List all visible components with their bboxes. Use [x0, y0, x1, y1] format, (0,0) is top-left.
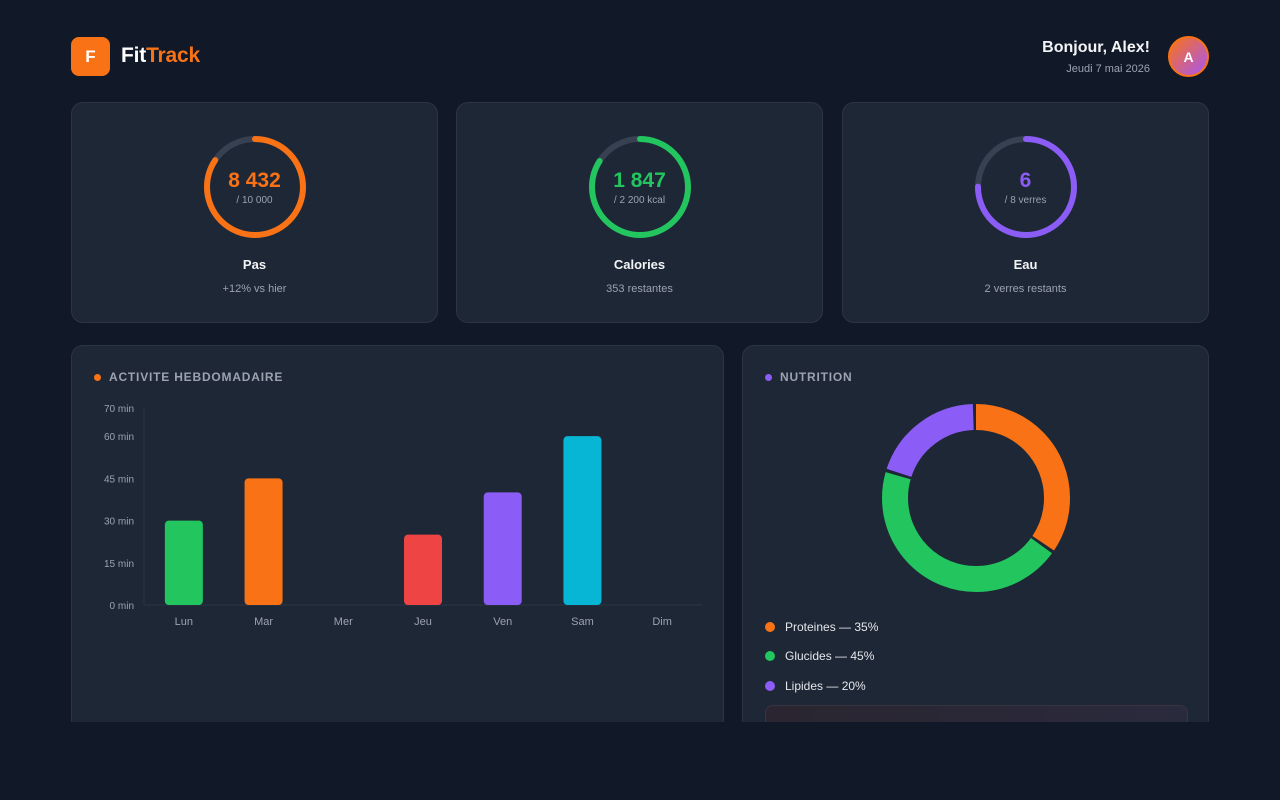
x-tick-label: Mer	[334, 616, 353, 628]
activity-title-dot	[94, 373, 101, 381]
legend-label-glucides: Glucides — 45%	[785, 649, 875, 664]
activity-section-title: ACTIVITE HEBDOMADAIRE	[94, 370, 283, 384]
steps-ring-svg	[203, 136, 306, 238]
greeting: Bonjour, Alex!	[1042, 39, 1150, 56]
x-tick-label: Ven	[493, 616, 512, 628]
calories-value: 1 847	[613, 168, 666, 192]
calories-ring-svg	[588, 136, 691, 238]
y-tick-label: 0 min	[110, 601, 134, 612]
logo-text-fit: Fit	[121, 44, 147, 67]
calories-progress-ring: 1 847 / 2 200 kcal	[587, 134, 693, 240]
legend-label-proteines: Proteines — 35%	[785, 619, 879, 634]
calories-label: Calories	[613, 257, 666, 272]
x-tick-label: Dim	[652, 616, 672, 628]
legend-item-glucides[interactable]: Glucides — 45%	[765, 642, 878, 672]
bar-jeu[interactable]	[404, 534, 442, 605]
nutrition-legend: Proteines — 35% Glucides — 45% Lipides —…	[765, 612, 878, 701]
water-card[interactable]: 6 / 8 verres Eau 2 verres restants	[842, 102, 1209, 323]
water-progress-ring: 6 / 8 verres	[973, 134, 1079, 240]
legend-label-lipides: Lipides — 20%	[785, 678, 866, 693]
nutrition-card: NUTRITION Proteines — 35% Glucides — 45%…	[742, 345, 1209, 765]
donut-slice-proteines[interactable]	[882, 404, 1070, 592]
nutrition-title-text: NUTRITION	[780, 370, 853, 384]
donut-slice-glucides[interactable]	[882, 404, 1070, 592]
y-tick-label: 60 min	[104, 432, 134, 443]
y-tick-label: 15 min	[104, 559, 134, 570]
water-ring-svg	[974, 136, 1077, 238]
water-value: 6	[1019, 168, 1032, 192]
ring-progress	[588, 136, 691, 238]
legend-item-lipides[interactable]: Lipides — 20%	[765, 671, 878, 701]
y-tick-label: 30 min	[104, 517, 134, 528]
header: F FitTrack Bonjour, Alex! Jeudi 7 mai 20…	[71, 36, 1209, 77]
weekly-activity-card: ACTIVITE HEBDOMADAIRE 0 min 15 min 30 min 4…	[71, 345, 724, 745]
water-target: / 8 verres	[1004, 194, 1047, 206]
bar-lun[interactable]	[164, 520, 203, 605]
y-tick-label: 45 min	[104, 474, 134, 485]
steps-target: / 10 000	[236, 194, 273, 206]
x-tick-label: Jeu	[414, 616, 432, 628]
bar-mar[interactable]	[244, 478, 283, 605]
nutrition-title-dot	[765, 373, 772, 381]
legend-item-proteines[interactable]: Proteines — 35%	[765, 612, 878, 642]
app-logo-text[interactable]: FitTrack	[121, 44, 200, 68]
steps-label: Pas	[242, 257, 267, 272]
avatar[interactable]: A	[1168, 36, 1209, 77]
steps-value: 8 432	[228, 168, 281, 192]
steps-sub: +12% vs hier	[222, 283, 287, 295]
viewport-bottom	[0, 722, 1280, 800]
logo-badge[interactable]: F	[71, 37, 110, 76]
water-label: Eau	[1013, 257, 1038, 272]
activity-title-text: ACTIVITE HEBDOMADAIRE	[109, 370, 284, 384]
nutrition-section-title: NUTRITION	[765, 370, 853, 384]
calories-target: / 2 200 kcal	[613, 194, 666, 206]
x-tick-label: Lun	[175, 616, 193, 628]
x-tick-label: Sam	[571, 616, 594, 628]
logo-text-track: Track	[146, 44, 200, 67]
legend-dot-proteines	[765, 621, 775, 632]
calories-card[interactable]: 1 847 / 2 200 kcal Calories 353 restante…	[456, 102, 823, 323]
steps-progress-ring: 8 432 / 10 000	[202, 134, 308, 240]
calories-sub: 353 restantes	[606, 283, 673, 295]
ring-progress	[974, 136, 1077, 238]
weekly-activity-bar-chart: 0 min 15 min 30 min 45 min 60 min 70 min Lun Ma…	[104, 404, 702, 628]
legend-dot-glucides	[765, 651, 775, 662]
current-date: Jeudi 7 mai 2026	[1066, 63, 1150, 75]
bar-ven[interactable]	[483, 492, 522, 605]
y-tick-label: 70 min	[104, 404, 134, 415]
legend-dot-lipides	[765, 680, 775, 691]
water-sub: 2 verres restants	[984, 283, 1067, 295]
x-tick-label: Mar	[254, 616, 273, 628]
ring-progress	[203, 136, 306, 238]
steps-card[interactable]: 8 432 / 10 000 Pas +12% vs hier	[71, 102, 438, 323]
nutrition-donut-chart	[882, 404, 1070, 592]
bar-sam[interactable]	[563, 436, 602, 605]
